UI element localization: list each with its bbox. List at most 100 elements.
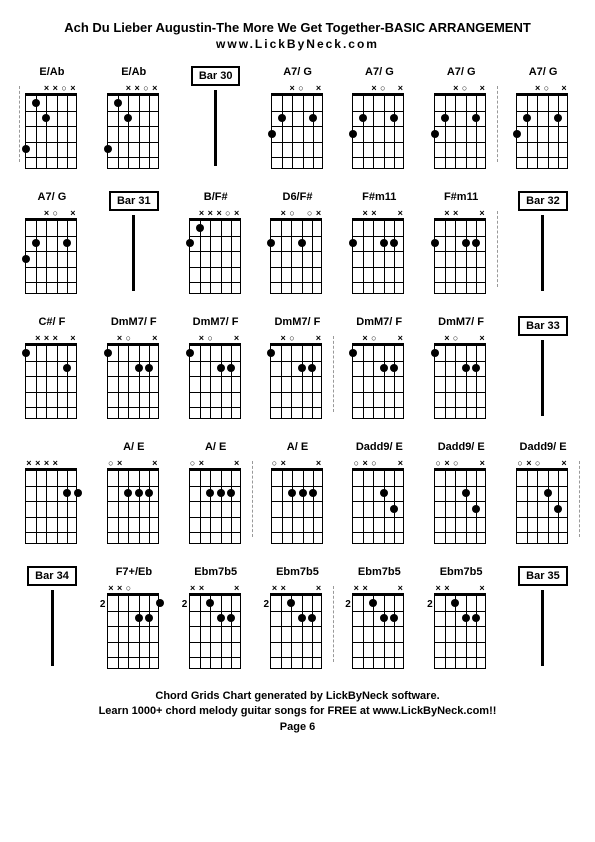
chord-cell: A7/ G×○×	[506, 66, 580, 169]
string-marks: ×××	[352, 583, 404, 593]
bar-marker-cell: Bar 30	[179, 66, 253, 166]
string-mark	[434, 208, 442, 218]
bar-line	[51, 590, 54, 666]
chord-cell: E/Ab××○×	[97, 66, 171, 169]
string-mark: ×	[25, 458, 33, 468]
chord-cell: DmM7/ F×○×	[260, 316, 334, 419]
fretboard: 2	[270, 593, 322, 669]
bar-marker-cell: Bar 32	[506, 191, 580, 291]
string-mark: ×	[279, 333, 287, 343]
string-mark: ×	[189, 583, 197, 593]
string-mark: ○	[306, 208, 314, 218]
string-mark: ×	[560, 458, 568, 468]
string-mark	[133, 458, 141, 468]
string-mark: ×	[288, 83, 296, 93]
string-mark: ○	[224, 208, 232, 218]
finger-dot	[472, 364, 480, 372]
string-mark	[434, 333, 442, 343]
string-mark	[297, 583, 305, 593]
finger-dot	[22, 349, 30, 357]
string-mark	[387, 208, 395, 218]
finger-dot	[124, 489, 132, 497]
finger-dot	[104, 145, 112, 153]
string-mark: ×	[361, 333, 369, 343]
string-mark	[469, 83, 477, 93]
bar-label: Bar 30	[191, 66, 241, 86]
string-mark: ○	[542, 83, 550, 93]
fretboard	[107, 343, 159, 419]
string-mark: ×	[43, 333, 51, 343]
fretboard	[352, 468, 404, 544]
string-marks: ×××	[352, 208, 404, 218]
finger-dot	[431, 130, 439, 138]
finger-dot	[390, 505, 398, 513]
string-mark: ×	[116, 458, 124, 468]
string-mark	[271, 83, 279, 93]
finger-dot	[63, 239, 71, 247]
string-mark	[25, 333, 33, 343]
chord-row: Bar 34F7+/Eb××○2Ebm7b5×××2Ebm7b5×××2Ebm7…	[15, 566, 580, 669]
chord-cell: E/Ab××○×	[15, 66, 89, 169]
string-mark: ×	[434, 583, 442, 593]
fret-number: 2	[182, 599, 188, 610]
chord-name: D6/F#	[283, 191, 313, 205]
string-marks: ×○×	[516, 83, 568, 93]
chord-cell: ××××	[15, 441, 89, 544]
string-mark	[142, 583, 150, 593]
chord-cell: A/ E○××	[179, 441, 253, 544]
string-mark	[434, 83, 442, 93]
chord-cell: D6/F#×○○×	[261, 191, 335, 294]
chord-diagram: ××○×	[23, 83, 81, 169]
bar-label: Bar 35	[518, 566, 568, 586]
finger-dot	[206, 599, 214, 607]
finger-dot	[309, 489, 317, 497]
string-mark	[288, 583, 296, 593]
fretboard	[516, 93, 568, 169]
chord-diagram: ○××	[105, 458, 163, 544]
chord-cell: A/ E○××	[261, 441, 335, 544]
chord-name: DmM7/ F	[356, 316, 402, 330]
finger-dot	[544, 489, 552, 497]
finger-dot	[462, 489, 470, 497]
string-mark	[460, 208, 468, 218]
string-mark	[60, 458, 68, 468]
finger-dot	[186, 239, 194, 247]
chord-diagram: ×××2	[268, 583, 326, 669]
string-marks: ○××	[271, 458, 323, 468]
finger-dot	[380, 489, 388, 497]
string-mark: ×	[133, 83, 141, 93]
string-mark: ×	[197, 333, 205, 343]
finger-dot	[308, 364, 316, 372]
finger-dot	[349, 349, 357, 357]
string-marks: ○×○×	[516, 458, 568, 468]
chord-cell: DmM7/ F×○×	[97, 316, 171, 419]
string-mark	[352, 83, 360, 93]
finger-dot	[287, 599, 295, 607]
finger-dot	[309, 114, 317, 122]
string-mark: ○	[452, 333, 460, 343]
string-mark: ×	[370, 208, 378, 218]
string-mark: ○	[107, 458, 115, 468]
string-mark: ○	[288, 208, 296, 218]
chord-diagram: ×××	[432, 208, 490, 294]
finger-dot	[380, 614, 388, 622]
bar-line	[541, 590, 544, 666]
fretboard: 2	[352, 593, 404, 669]
string-marks: ××××	[25, 458, 77, 468]
finger-dot	[472, 505, 480, 513]
string-mark: ×	[279, 458, 287, 468]
chord-diagram: ××××	[23, 458, 81, 544]
string-mark: ×	[215, 208, 223, 218]
fret-number: 2	[263, 599, 269, 610]
chord-name: Ebm7b5	[358, 566, 401, 580]
fretboard	[352, 93, 404, 169]
finger-dot	[441, 114, 449, 122]
string-mark	[297, 458, 305, 468]
string-mark: ×	[151, 83, 159, 93]
string-marks: ×××○×	[189, 208, 241, 218]
finger-dot	[135, 489, 143, 497]
string-mark	[370, 583, 378, 593]
chord-name: Ebm7b5	[194, 566, 237, 580]
fretboard	[189, 343, 241, 419]
footer-line2: Learn 1000+ chord melody guitar songs fo…	[15, 704, 580, 719]
